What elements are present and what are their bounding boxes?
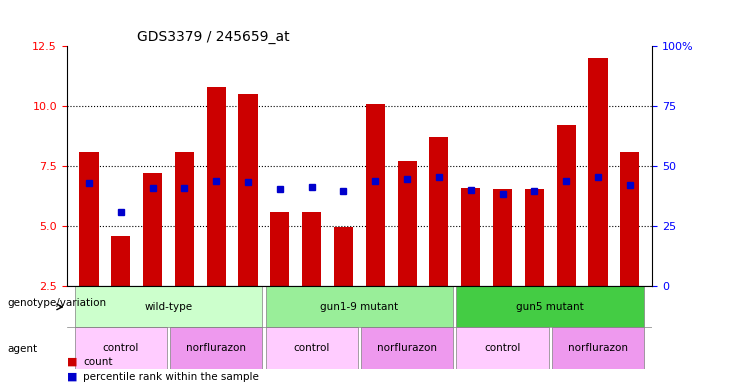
- Bar: [79, 152, 99, 286]
- Bar: [265, 286, 453, 328]
- Bar: [429, 137, 448, 286]
- Bar: [170, 328, 262, 369]
- Bar: [588, 58, 608, 286]
- Bar: [525, 189, 544, 286]
- Bar: [456, 286, 644, 328]
- Text: ■: ■: [67, 357, 77, 367]
- Bar: [143, 174, 162, 286]
- Bar: [111, 236, 130, 286]
- Bar: [175, 152, 194, 286]
- Bar: [207, 87, 226, 286]
- Text: agent: agent: [7, 344, 38, 354]
- Bar: [75, 328, 167, 369]
- Text: norflurazon: norflurazon: [568, 343, 628, 353]
- Bar: [398, 161, 416, 286]
- Text: gun5 mutant: gun5 mutant: [516, 302, 584, 312]
- Bar: [361, 328, 453, 369]
- Text: norflurazon: norflurazon: [186, 343, 246, 353]
- Bar: [461, 188, 480, 286]
- Bar: [366, 104, 385, 286]
- Text: control: control: [293, 343, 330, 353]
- Text: control: control: [485, 343, 521, 353]
- Bar: [334, 227, 353, 286]
- Text: percentile rank within the sample: percentile rank within the sample: [83, 372, 259, 382]
- Text: gun1-9 mutant: gun1-9 mutant: [320, 302, 399, 312]
- Bar: [456, 328, 548, 369]
- Text: norflurazon: norflurazon: [377, 343, 437, 353]
- Bar: [75, 286, 262, 328]
- Bar: [620, 152, 639, 286]
- Bar: [552, 328, 644, 369]
- Text: genotype/variation: genotype/variation: [7, 298, 107, 308]
- Text: ■: ■: [67, 372, 77, 382]
- Bar: [556, 125, 576, 286]
- Text: wild-type: wild-type: [144, 302, 193, 312]
- Text: GDS3379 / 245659_at: GDS3379 / 245659_at: [137, 30, 290, 44]
- Bar: [302, 212, 321, 286]
- Bar: [270, 212, 290, 286]
- Bar: [239, 94, 258, 286]
- Bar: [493, 189, 512, 286]
- Text: control: control: [102, 343, 139, 353]
- Bar: [265, 328, 358, 369]
- Text: count: count: [83, 357, 113, 367]
